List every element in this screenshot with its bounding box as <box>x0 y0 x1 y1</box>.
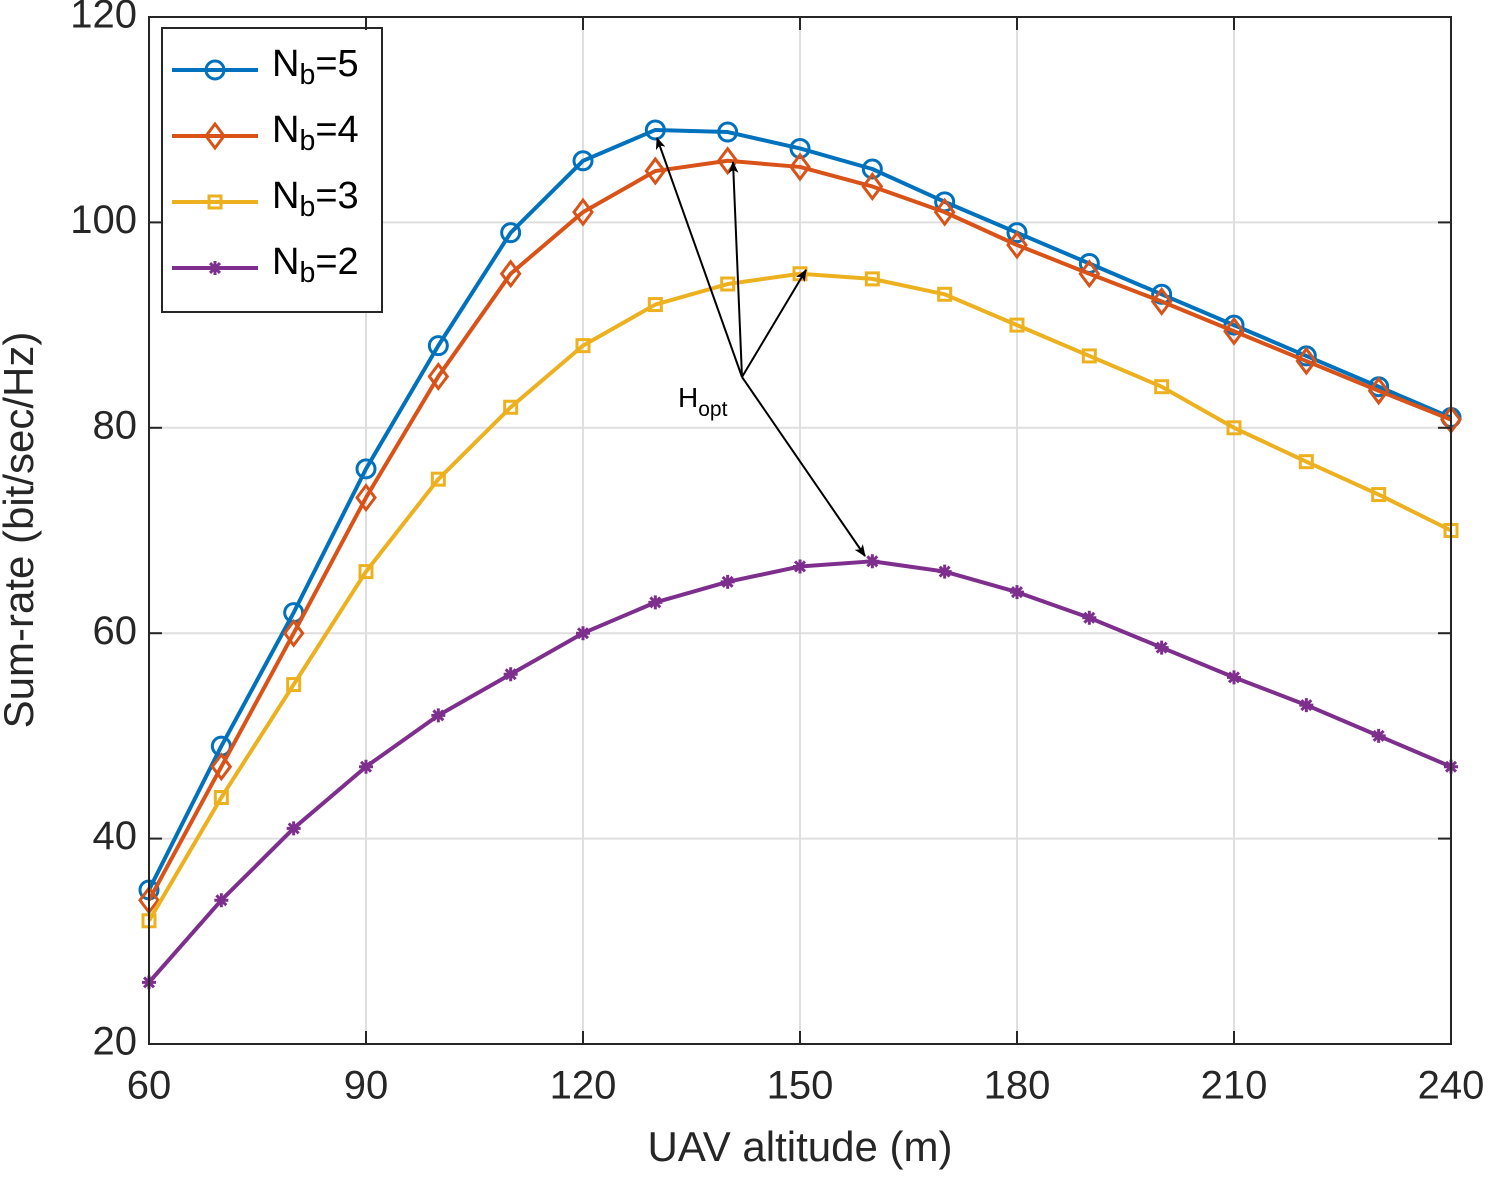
y-axis-label: Sum-rate (bit/sec/Hz) <box>0 332 42 729</box>
point <box>644 156 667 186</box>
y-tick-label: 100 <box>70 198 137 242</box>
point <box>789 137 811 159</box>
point <box>213 790 229 806</box>
series <box>142 554 1458 990</box>
point <box>576 626 590 641</box>
legend-label: Nb=5 <box>272 43 359 91</box>
y-tick-label: 60 <box>93 609 138 653</box>
point <box>1009 317 1025 333</box>
point <box>427 335 449 357</box>
annotation: Hopt <box>678 382 728 420</box>
point <box>208 261 222 275</box>
point <box>282 618 305 648</box>
point <box>1154 640 1169 655</box>
x-tick-label: 150 <box>767 1064 834 1108</box>
point <box>1006 222 1028 244</box>
point <box>1081 348 1097 364</box>
y-tick-label: 120 <box>70 0 137 37</box>
point <box>716 146 739 176</box>
point <box>933 197 956 227</box>
x-tick-label: 210 <box>1201 1064 1268 1108</box>
point <box>865 554 880 569</box>
point <box>204 121 226 151</box>
point <box>1298 454 1314 470</box>
point <box>1006 230 1028 260</box>
y-tick-label: 40 <box>93 814 138 858</box>
point <box>204 59 226 81</box>
y-tick-label: 80 <box>93 403 138 447</box>
legend-box <box>161 27 383 313</box>
point <box>1295 346 1318 376</box>
point <box>427 361 450 391</box>
point <box>286 677 302 693</box>
point <box>503 399 519 415</box>
point <box>575 338 591 354</box>
point <box>359 759 373 774</box>
point <box>207 194 223 210</box>
point <box>1371 728 1386 743</box>
point <box>1150 286 1173 316</box>
legend-label: Nb=4 <box>272 109 359 157</box>
point <box>355 483 377 513</box>
annotation-arrows <box>655 137 866 557</box>
arrow <box>741 376 866 557</box>
point <box>358 564 374 580</box>
point <box>430 471 446 487</box>
point <box>1010 585 1024 600</box>
point <box>214 893 229 908</box>
x-tick-label: 240 <box>1418 1064 1485 1108</box>
point <box>648 595 663 610</box>
line <box>147 127 1452 891</box>
point <box>1367 376 1390 406</box>
point <box>720 276 736 292</box>
x-tick-label: 60 <box>127 1064 172 1108</box>
legend-label: Nb=3 <box>272 175 359 223</box>
point <box>717 121 739 143</box>
series-group <box>138 119 1462 990</box>
point <box>431 708 446 723</box>
arrow <box>728 161 743 378</box>
series <box>138 119 1462 901</box>
point <box>1223 316 1245 346</box>
point <box>720 574 735 589</box>
point <box>1082 610 1097 625</box>
x-axis-label: UAV altitude (m) <box>648 1123 953 1170</box>
point <box>937 564 952 579</box>
y-tick-label: 20 <box>93 1020 138 1064</box>
line <box>147 158 1452 902</box>
point <box>1223 314 1245 336</box>
point <box>864 271 880 287</box>
point <box>355 458 377 480</box>
point <box>644 119 666 141</box>
point <box>500 222 522 244</box>
legend-label: Nb=2 <box>272 241 359 289</box>
x-tick-label: 120 <box>550 1064 617 1108</box>
legend: Nb=5 Nb=4 Nb=3 Nb=2 <box>161 27 383 313</box>
point <box>210 752 233 782</box>
point <box>499 259 522 289</box>
point <box>286 821 301 836</box>
point <box>861 171 884 201</box>
point <box>1078 259 1101 289</box>
point <box>1226 420 1242 436</box>
point <box>1227 670 1241 685</box>
point <box>1154 379 1170 395</box>
point <box>937 286 953 302</box>
arrow <box>655 137 743 378</box>
point <box>1371 487 1387 503</box>
arrow <box>741 269 807 378</box>
point <box>793 559 807 574</box>
point <box>861 158 883 180</box>
point <box>647 297 663 313</box>
x-tick-label: 90 <box>344 1064 389 1108</box>
point <box>503 667 518 682</box>
point <box>789 152 811 182</box>
point <box>572 197 594 227</box>
series <box>138 146 1462 915</box>
point <box>572 150 594 172</box>
x-tick-label: 180 <box>984 1064 1051 1108</box>
point <box>1299 698 1314 713</box>
